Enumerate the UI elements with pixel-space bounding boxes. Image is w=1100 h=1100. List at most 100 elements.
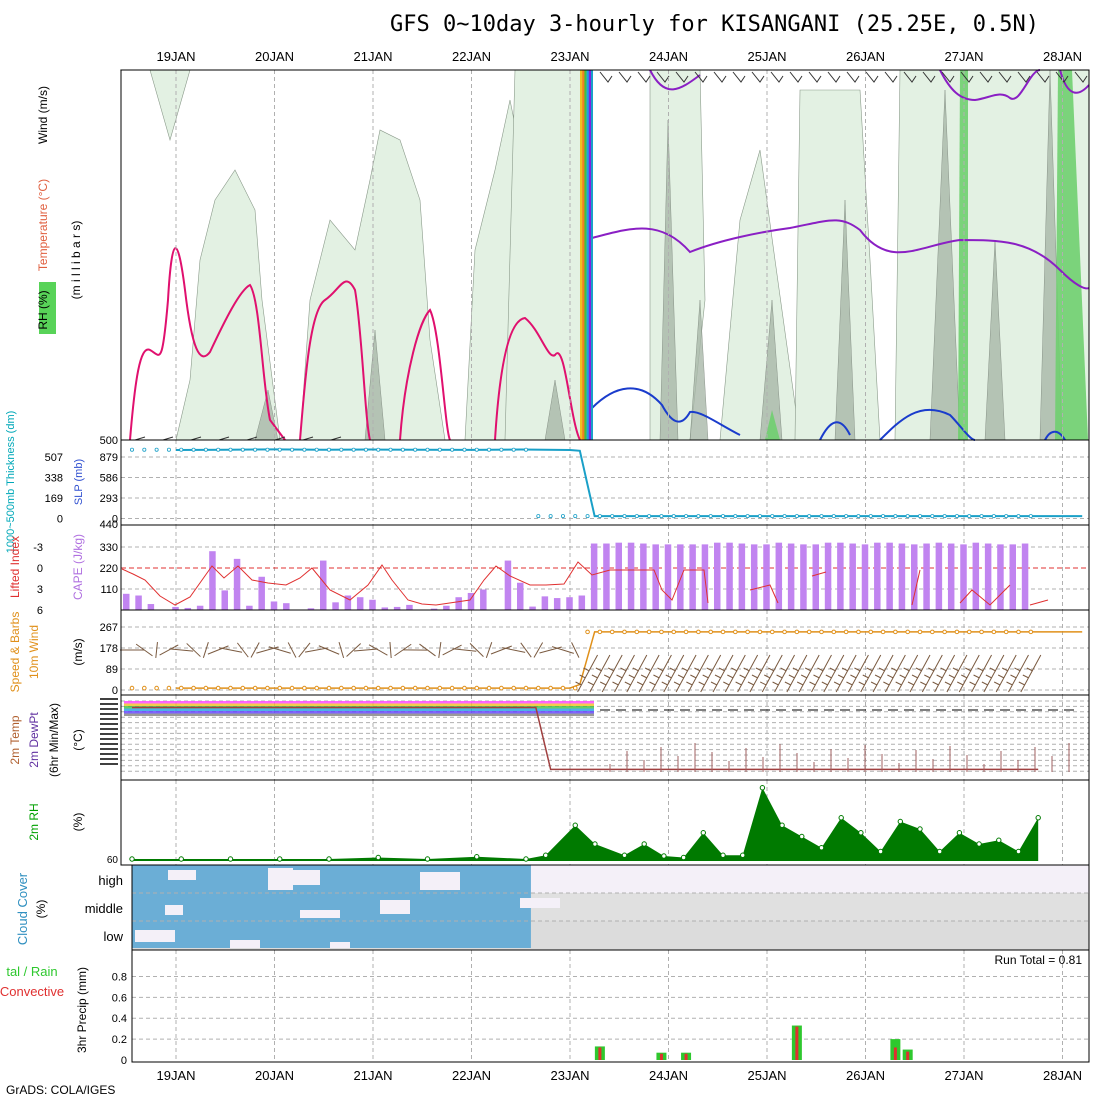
- wind-barb: [338, 642, 345, 658]
- cape-bar: [406, 604, 413, 610]
- wind-barb: [452, 648, 477, 652]
- upper-wind-barb: [884, 71, 898, 83]
- thickness-point: [462, 447, 467, 452]
- rh2m-point: [976, 841, 982, 847]
- thickness-point: [240, 447, 245, 452]
- temp-line-top: [649, 69, 1090, 102]
- bottom-day-label: 19JAN: [156, 1068, 195, 1083]
- wind-tick: 178: [100, 643, 118, 655]
- top-day-label: 23JAN: [550, 49, 589, 64]
- lifted-index-line: [121, 561, 1049, 606]
- cape-bar: [935, 542, 943, 610]
- cape-tick: 220: [100, 563, 118, 575]
- cape-bar: [541, 596, 549, 610]
- panel-border-thickness-slp: [120, 439, 1090, 526]
- wind-speed-point: [1016, 629, 1021, 635]
- upper-wind-barb: [903, 71, 917, 83]
- break-band-2: [582, 70, 585, 440]
- precip-tick: 0.4: [112, 1013, 127, 1025]
- thickness-point: [154, 447, 159, 452]
- cape-bar: [504, 560, 512, 610]
- upper-wind-barb: [694, 71, 708, 83]
- cape-bar: [923, 543, 930, 610]
- wind-barb: [599, 654, 623, 693]
- wind-speed-point: [142, 685, 147, 691]
- wind-barb: [698, 654, 722, 693]
- wind-speed-point: [228, 685, 233, 691]
- cape-bar: [332, 602, 339, 610]
- wind-tick: 89: [106, 664, 118, 676]
- wind-barb: [298, 642, 311, 658]
- ylabel-lifted-index: Lifted Index: [8, 536, 22, 598]
- wind-barb: [944, 654, 968, 693]
- wind-barb: [318, 645, 340, 655]
- wind-barb: [833, 654, 857, 693]
- thickness-point: [474, 447, 479, 452]
- precip-convective-bar: [598, 1047, 602, 1060]
- cloud-gap: [420, 872, 460, 890]
- wind-speed-point: [154, 685, 159, 691]
- wind-speed-point: [856, 629, 861, 635]
- ylabel-rh2m: 2m RH: [27, 803, 41, 840]
- rh2m-point: [523, 856, 529, 862]
- ylabel-millibars: (m i l l i b a r s): [69, 221, 83, 300]
- thickness-point: [819, 514, 824, 519]
- cape-bar: [258, 576, 265, 610]
- wind-barb: [809, 654, 832, 693]
- wind-speed-point: [609, 629, 615, 635]
- wind-speed-point: [868, 629, 874, 635]
- wind-speed-point: [388, 685, 393, 691]
- temp-band-5: [124, 711, 594, 714]
- wind-barb: [723, 654, 746, 693]
- wind-speed-point: [991, 629, 997, 635]
- thickness-point: [930, 514, 935, 519]
- ylabel-temp2m: 2m Temp: [8, 715, 22, 764]
- upper-wind-barb: [808, 71, 822, 83]
- thickness-point: [400, 447, 405, 452]
- thickness-point: [560, 514, 565, 519]
- upper-wind-barb: [1036, 71, 1050, 83]
- cloud-row-label-high: high: [98, 873, 123, 888]
- wind-speed-point: [437, 685, 443, 691]
- upper-wind-barb: [941, 71, 955, 83]
- wind-speed-point: [191, 685, 196, 691]
- upper-wind-barb: [1055, 71, 1069, 83]
- wind-speed-point: [708, 629, 713, 635]
- rh-area-green-1: [765, 410, 780, 440]
- wind-speed-point: [548, 685, 553, 691]
- thickness-point: [597, 514, 602, 519]
- wind-speed-point: [203, 685, 209, 691]
- precip-convective-bar: [795, 1026, 799, 1060]
- rh2m-point: [641, 841, 647, 847]
- cape-bar: [947, 543, 955, 610]
- wind-speed-point: [597, 629, 603, 635]
- cape-bar: [1021, 543, 1029, 610]
- thickness-point: [954, 514, 959, 519]
- rh2m-point: [178, 856, 184, 862]
- wind-speed-point: [806, 629, 812, 635]
- cape-bar: [898, 543, 906, 610]
- rh2m-point: [1035, 815, 1041, 821]
- cape-bar: [307, 608, 315, 610]
- slp-tick: 0: [112, 514, 118, 526]
- rh2m-point: [858, 830, 864, 836]
- wind-barb: [907, 654, 931, 693]
- cape-bar: [750, 544, 758, 610]
- rh2m-point: [326, 856, 332, 862]
- cape-bar: [209, 551, 216, 610]
- thickness-point: [1004, 514, 1009, 519]
- wind-speed-point: [339, 685, 344, 691]
- thickness-point: [770, 514, 775, 519]
- thickness-point: [757, 514, 762, 519]
- cape-tick: 110: [100, 584, 118, 596]
- thickness-point: [991, 514, 996, 519]
- temp-band-6: [124, 713, 594, 716]
- cape-bar: [874, 542, 881, 610]
- cape-bar: [381, 607, 389, 610]
- cape-bar: [738, 543, 746, 610]
- top-day-label: 19JAN: [156, 49, 195, 64]
- wind-speed-point: [412, 685, 418, 691]
- thickness-point: [450, 447, 455, 452]
- cape-bar: [972, 542, 980, 610]
- cape-bar: [812, 544, 819, 610]
